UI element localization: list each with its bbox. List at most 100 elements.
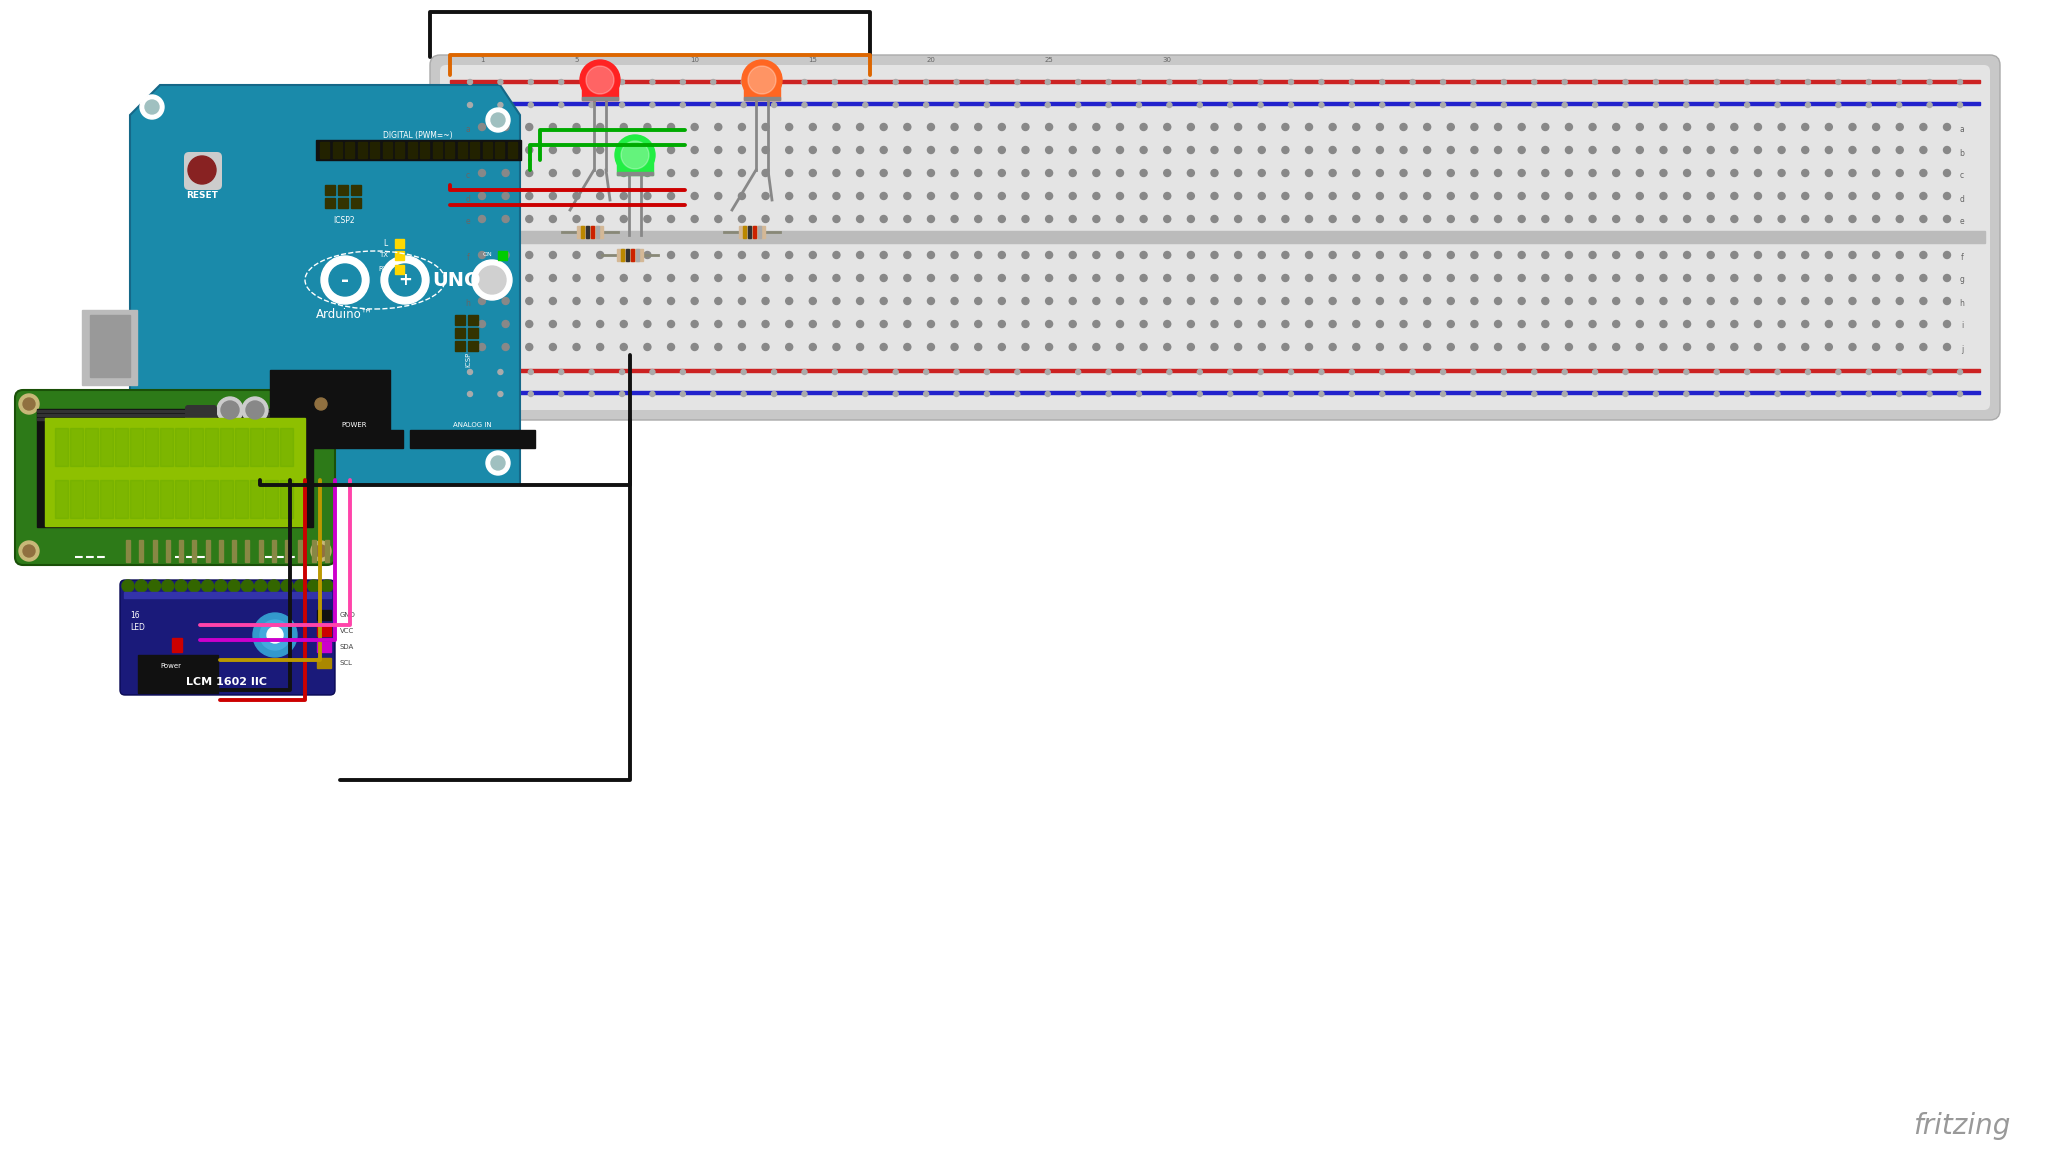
Circle shape [150, 580, 160, 592]
Text: +: + [397, 271, 412, 289]
Circle shape [715, 275, 721, 282]
Circle shape [809, 169, 817, 176]
Circle shape [1116, 321, 1124, 328]
Circle shape [1022, 123, 1028, 130]
Circle shape [668, 123, 674, 130]
Circle shape [1563, 369, 1567, 375]
Circle shape [1282, 343, 1288, 350]
Bar [127, 540, 129, 562]
Circle shape [1470, 369, 1477, 375]
Bar [190, 481, 203, 518]
Circle shape [1075, 369, 1081, 375]
Circle shape [1872, 123, 1880, 130]
Circle shape [1319, 391, 1323, 396]
Bar [469, 341, 477, 351]
Circle shape [1075, 80, 1081, 85]
Circle shape [1501, 102, 1507, 107]
Circle shape [715, 193, 721, 200]
Circle shape [1683, 123, 1690, 130]
Circle shape [924, 391, 928, 396]
Bar [100, 428, 113, 466]
Circle shape [1896, 80, 1903, 85]
Circle shape [479, 297, 485, 304]
Circle shape [1210, 297, 1219, 304]
Circle shape [1319, 102, 1323, 107]
Circle shape [188, 580, 201, 592]
Circle shape [881, 169, 887, 176]
Circle shape [1896, 193, 1903, 200]
Circle shape [596, 169, 604, 176]
Circle shape [1919, 215, 1927, 222]
Circle shape [1919, 169, 1927, 176]
Circle shape [1776, 369, 1780, 375]
Circle shape [1227, 102, 1233, 107]
Circle shape [1565, 343, 1573, 350]
Circle shape [1802, 321, 1808, 328]
Circle shape [526, 343, 532, 350]
Circle shape [1047, 169, 1053, 176]
Circle shape [502, 275, 510, 282]
Circle shape [1329, 193, 1335, 200]
Circle shape [997, 275, 1006, 282]
Circle shape [1167, 80, 1171, 85]
Circle shape [1235, 275, 1241, 282]
Circle shape [975, 275, 981, 282]
Circle shape [1016, 102, 1020, 107]
Circle shape [1188, 343, 1194, 350]
Circle shape [498, 369, 504, 375]
Bar [166, 540, 170, 562]
Circle shape [311, 540, 332, 560]
Text: UNO: UNO [432, 270, 481, 289]
Circle shape [1188, 123, 1194, 130]
Circle shape [809, 275, 817, 282]
Circle shape [1919, 275, 1927, 282]
Circle shape [975, 147, 981, 154]
Circle shape [1776, 391, 1780, 396]
Circle shape [954, 369, 958, 375]
Circle shape [928, 275, 934, 282]
Circle shape [1563, 80, 1567, 85]
Circle shape [502, 193, 510, 200]
Circle shape [1022, 297, 1028, 304]
Circle shape [1257, 102, 1264, 107]
Circle shape [1589, 321, 1595, 328]
Bar [174, 428, 188, 466]
Circle shape [1714, 369, 1718, 375]
Circle shape [786, 169, 793, 176]
Circle shape [1495, 193, 1501, 200]
Circle shape [690, 251, 698, 258]
Circle shape [1636, 343, 1642, 350]
Circle shape [315, 545, 328, 557]
Circle shape [502, 297, 510, 304]
Circle shape [711, 102, 715, 107]
Circle shape [1288, 391, 1294, 396]
Circle shape [786, 193, 793, 200]
Circle shape [526, 123, 532, 130]
Circle shape [1708, 297, 1714, 304]
Circle shape [772, 369, 776, 375]
Circle shape [1849, 193, 1855, 200]
Circle shape [1188, 169, 1194, 176]
Circle shape [1448, 321, 1454, 328]
Circle shape [809, 215, 817, 222]
Circle shape [668, 251, 674, 258]
Circle shape [1282, 169, 1288, 176]
Circle shape [1919, 193, 1927, 200]
Circle shape [596, 251, 604, 258]
Bar [395, 142, 403, 157]
Circle shape [1778, 147, 1786, 154]
Circle shape [1593, 369, 1597, 375]
Circle shape [1683, 215, 1690, 222]
Text: e: e [1960, 217, 1964, 227]
Circle shape [1495, 251, 1501, 258]
Circle shape [834, 147, 840, 154]
Circle shape [1282, 251, 1288, 258]
Circle shape [1210, 193, 1219, 200]
Circle shape [1423, 275, 1432, 282]
Circle shape [1448, 147, 1454, 154]
Circle shape [1622, 102, 1628, 107]
Circle shape [1376, 147, 1382, 154]
Circle shape [1518, 251, 1526, 258]
Circle shape [1661, 321, 1667, 328]
Circle shape [997, 297, 1006, 304]
